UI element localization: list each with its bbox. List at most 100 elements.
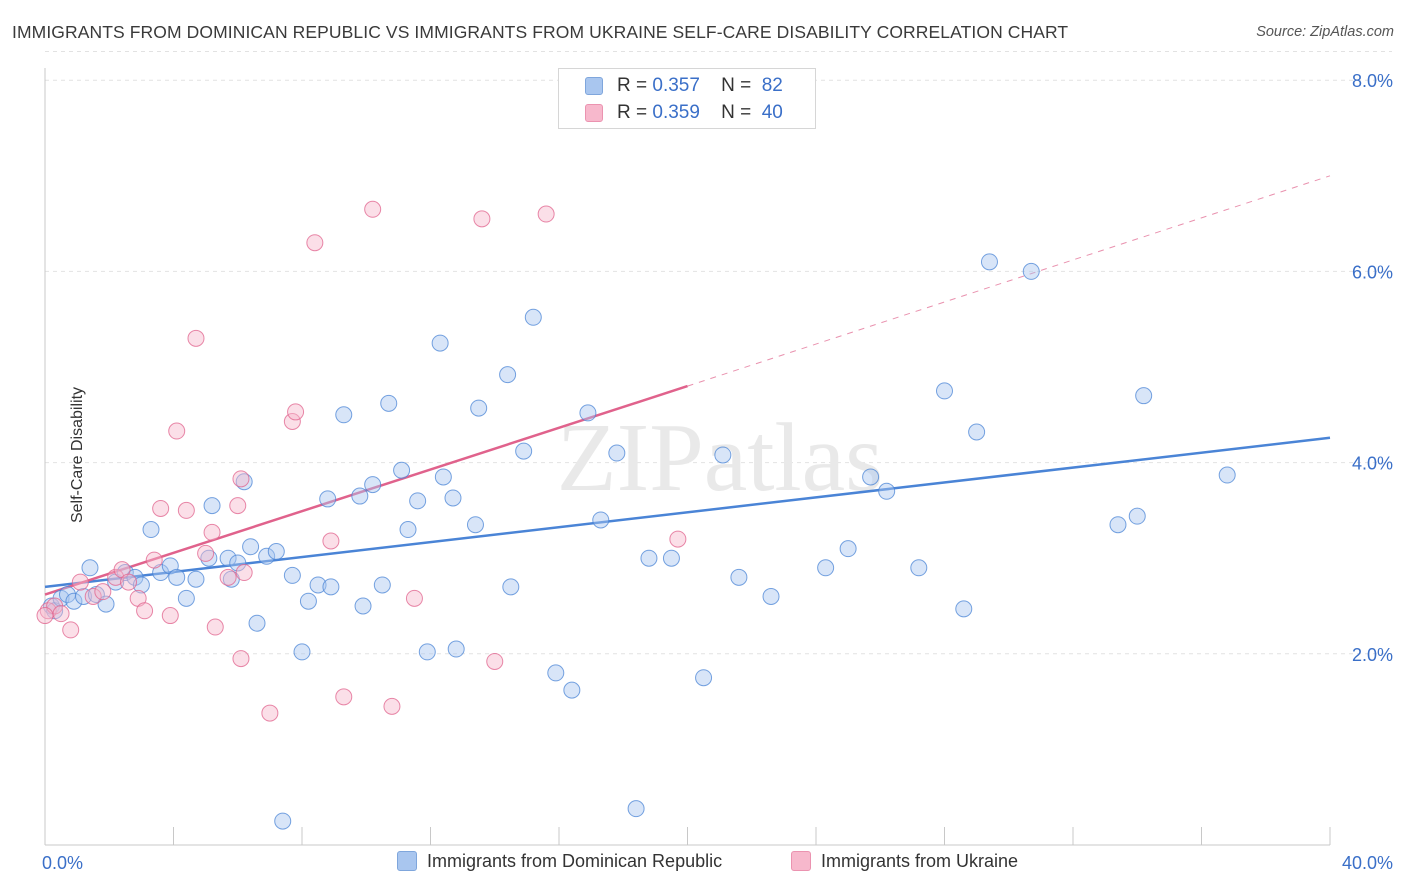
data-point [293, 643, 311, 661]
data-point [161, 607, 179, 625]
data-point [197, 544, 215, 562]
data-point [142, 521, 160, 539]
data-point [910, 559, 928, 577]
data-point [235, 564, 253, 582]
data-point [287, 403, 305, 421]
data-point [354, 597, 372, 615]
data-point [84, 587, 102, 605]
y-tick-label: 4.0% [1352, 454, 1393, 474]
data-point [145, 551, 163, 569]
data-point [1135, 387, 1153, 405]
data-point [730, 568, 748, 586]
data-point [235, 473, 253, 491]
y-tick-label: 6.0% [1352, 262, 1393, 282]
data-point [120, 573, 138, 591]
data-point [470, 399, 488, 417]
data-point [502, 578, 520, 596]
data-point [393, 461, 411, 479]
chart-source: Source: ZipAtlas.com [1256, 24, 1394, 40]
data-point [364, 200, 382, 218]
data-point [515, 442, 533, 460]
trend-extension-ukraine [687, 175, 1331, 387]
data-point [1022, 262, 1040, 280]
data-point [980, 253, 998, 271]
data-point [75, 587, 93, 605]
axes [44, 68, 1331, 846]
data-point [168, 568, 186, 586]
legend-n-label: N = [721, 75, 752, 96]
data-point [547, 664, 565, 682]
data-point [306, 234, 324, 252]
data-point [319, 490, 337, 508]
data-point [499, 366, 517, 384]
data-point [955, 600, 973, 618]
data-point [219, 568, 237, 586]
data-point [203, 523, 221, 541]
data-point [762, 587, 780, 605]
data-point [447, 640, 465, 658]
data-point [229, 497, 247, 515]
data-point [524, 308, 542, 326]
legend-swatch-ukraine [791, 851, 811, 871]
data-point [579, 404, 597, 422]
data-points [36, 200, 1236, 830]
data-point [81, 559, 99, 577]
legend-r-label: R = [617, 102, 648, 123]
data-point [52, 605, 70, 623]
series-ukraine [36, 200, 687, 722]
data-point [62, 621, 80, 639]
data-point [669, 530, 687, 548]
data-point [537, 205, 555, 223]
data-point [136, 602, 154, 620]
data-point [418, 643, 436, 661]
x-tick-label: 40.0% [1342, 853, 1393, 873]
legend-swatch-dominican [585, 77, 603, 95]
correlation-legend: R = 0.357 N = 82 R = 0.359 N = 40 [558, 68, 816, 129]
data-point [351, 487, 369, 505]
data-point [71, 573, 89, 591]
data-point [1218, 466, 1236, 484]
data-point [592, 511, 610, 529]
y-tick-label: 2.0% [1352, 645, 1393, 665]
data-point [1109, 516, 1127, 534]
legend-r-value: 0.357 [652, 75, 700, 96]
x-tick-label: 0.0% [42, 853, 83, 873]
data-point [627, 800, 645, 818]
data-point [364, 476, 382, 494]
data-point [219, 549, 237, 567]
legend-n-value: 40 [761, 102, 783, 123]
data-point [335, 688, 353, 706]
data-point [267, 543, 285, 561]
data-point [466, 516, 484, 534]
data-point [322, 532, 340, 550]
legend-item-dominican: Immigrants from Dominican Republic [397, 851, 722, 872]
legend-item-ukraine: Immigrants from Ukraine [791, 851, 1018, 872]
data-point [177, 589, 195, 607]
data-point [206, 618, 224, 636]
y-axis-label: Self-Care Disability [69, 386, 87, 524]
data-point [839, 540, 857, 558]
data-point [65, 592, 83, 610]
legend-label-ukraine: Immigrants from Ukraine [821, 851, 1019, 871]
data-point [248, 614, 266, 632]
data-point [409, 492, 427, 510]
data-point [373, 576, 391, 594]
data-point [380, 394, 398, 412]
legend-r-label: R = [617, 75, 648, 96]
data-point [486, 652, 504, 670]
trend-line-dominican [44, 436, 1331, 589]
data-point [242, 538, 260, 556]
legend-swatch-ukraine [585, 104, 603, 122]
legend-label-dominican: Immigrants from Dominican Republic [427, 851, 723, 871]
data-point [232, 470, 250, 488]
data-point [258, 547, 276, 565]
data-point [177, 501, 195, 519]
y-tick-label: 8.0% [1352, 71, 1393, 91]
data-point [116, 564, 134, 582]
data-point [399, 521, 417, 539]
data-point [187, 329, 205, 347]
data-point [1128, 507, 1146, 525]
trend-line-ukraine [44, 384, 688, 596]
data-point [200, 549, 218, 567]
data-point [563, 681, 581, 699]
